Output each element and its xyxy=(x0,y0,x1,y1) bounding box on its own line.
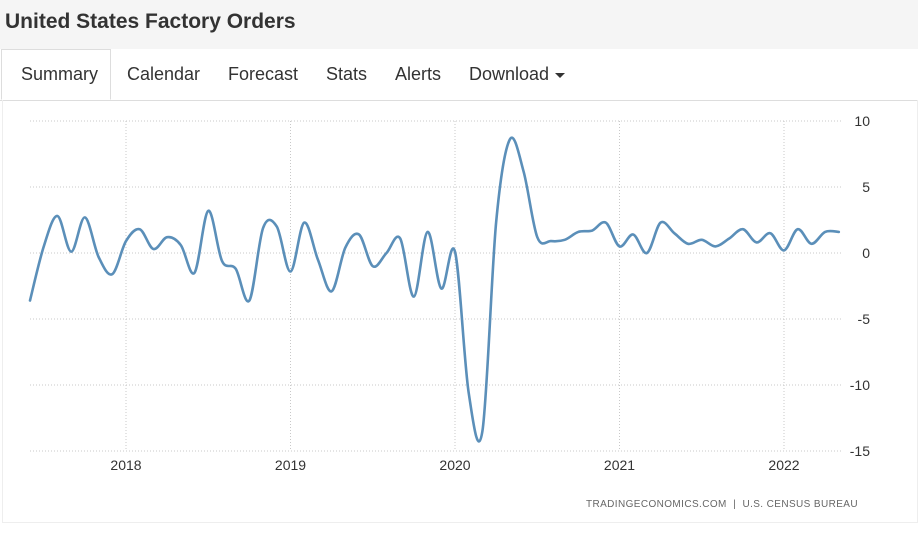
x-tick-label: 2019 xyxy=(275,457,306,473)
tab-stats[interactable]: Stats xyxy=(326,49,367,100)
tab-bar: Summary Calendar Forecast Stats Alerts D… xyxy=(0,49,918,101)
tab-download[interactable]: Download xyxy=(469,49,566,100)
x-tick-label: 2022 xyxy=(768,457,799,473)
y-tick-label: 5 xyxy=(862,179,870,195)
tab-calendar[interactable]: Calendar xyxy=(127,49,200,100)
x-axis-ticks: 2018 2019 2020 2021 2022 xyxy=(110,457,799,473)
page-title: United States Factory Orders xyxy=(5,10,296,33)
y-tick-label: -5 xyxy=(858,311,871,327)
y-axis-ticks: 10 5 0 -5 -10 -15 xyxy=(850,113,870,459)
title-bar: United States Factory Orders xyxy=(0,0,918,49)
tab-alerts[interactable]: Alerts xyxy=(395,49,441,100)
tab-summary-label: Summary xyxy=(21,64,99,84)
tab-alerts-label: Alerts xyxy=(395,64,442,84)
series-line xyxy=(28,136,841,443)
tab-forecast[interactable]: Forecast xyxy=(228,49,298,100)
x-tick-label: 2020 xyxy=(439,457,470,473)
tab-calendar-label: Calendar xyxy=(127,64,201,84)
y-tick-label: 0 xyxy=(862,245,870,261)
tab-forecast-label: Forecast xyxy=(228,64,299,84)
grid xyxy=(30,120,842,452)
x-tick-label: 2021 xyxy=(604,457,635,473)
caret-down-icon xyxy=(555,72,566,78)
y-tick-label: -15 xyxy=(850,443,870,459)
y-tick-label: -10 xyxy=(850,377,870,393)
tab-stats-label: Stats xyxy=(326,64,368,84)
tab-summary[interactable]: Summary xyxy=(1,49,112,100)
tab-download-label: Download xyxy=(469,64,550,84)
y-tick-label: 10 xyxy=(854,113,870,129)
x-tick-label: 2018 xyxy=(110,457,141,473)
source-credit: TRADINGECONOMICS.COM | U.S. CENSUS BUREA… xyxy=(586,499,858,510)
